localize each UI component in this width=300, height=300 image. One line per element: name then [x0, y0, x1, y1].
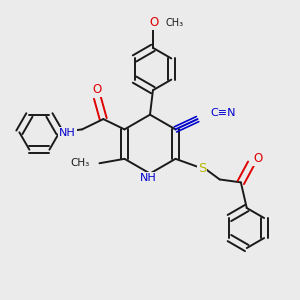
- Text: C≡N: C≡N: [211, 108, 236, 118]
- Text: O: O: [150, 16, 159, 29]
- Text: NH: NH: [140, 173, 157, 183]
- Text: S: S: [198, 162, 206, 175]
- Text: CH₃: CH₃: [165, 18, 183, 28]
- Text: CH₃: CH₃: [70, 158, 89, 168]
- Text: O: O: [253, 152, 262, 165]
- Text: O: O: [93, 83, 102, 96]
- Text: NH: NH: [59, 128, 76, 138]
